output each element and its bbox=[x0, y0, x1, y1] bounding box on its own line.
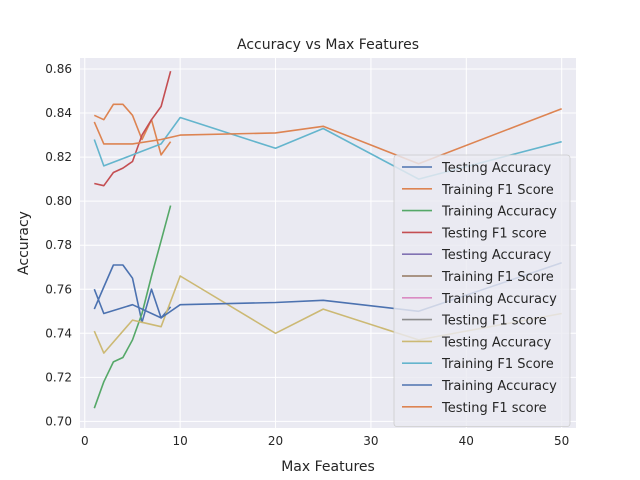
x-tick-label: 40 bbox=[459, 434, 474, 448]
series-line bbox=[93, 103, 172, 156]
chart-title: Accuracy vs Max Features bbox=[237, 37, 419, 53]
series-line bbox=[93, 107, 562, 165]
x-tick-label: 20 bbox=[268, 434, 283, 448]
legend-box bbox=[393, 154, 571, 428]
y-tick-label: 0.72 bbox=[45, 370, 72, 384]
tick-labels: 0 10 20 30 40 50 0.70 0.72 0.74 0.76 0.78 0.80 0.82 0… bbox=[45, 62, 569, 448]
x-tick-label: 30 bbox=[363, 434, 378, 448]
legend: Testing Accuracy Training F1 Score Trainin… bbox=[393, 154, 571, 428]
series-line bbox=[93, 264, 172, 324]
y-axis-label: Accuracy bbox=[16, 211, 32, 275]
y-tick-label: 0.76 bbox=[45, 282, 72, 296]
series-line bbox=[94, 70, 172, 187]
series-lines bbox=[93, 70, 562, 409]
legend-entry: Training Accuracy bbox=[441, 205, 557, 220]
legend-entry: Testing F1 score bbox=[441, 314, 547, 329]
y-tick-label: 0.84 bbox=[45, 106, 72, 120]
y-tick-label: 0.82 bbox=[45, 150, 72, 164]
y-tick-label: 0.74 bbox=[45, 326, 72, 340]
legend-entry: Training F1 Score bbox=[441, 270, 554, 285]
legend-entry: Testing F1 score bbox=[441, 226, 547, 241]
y-tick-label: 0.86 bbox=[45, 62, 72, 76]
x-tick-label: 10 bbox=[173, 434, 188, 448]
legend-entry: Training Accuracy bbox=[441, 379, 557, 394]
series-line bbox=[93, 262, 562, 319]
x-tick-label: 0 bbox=[81, 434, 89, 448]
legend-entry: Training F1 Score bbox=[441, 357, 554, 372]
y-tick-label: 0.78 bbox=[45, 238, 72, 252]
x-tick-label: 50 bbox=[554, 434, 569, 448]
legend-entry: Training Accuracy bbox=[441, 292, 557, 307]
series-line bbox=[93, 205, 172, 409]
legend-entry: Testing F1 score bbox=[441, 401, 547, 416]
legend-entry: Testing Accuracy bbox=[441, 335, 551, 350]
series-line bbox=[93, 275, 562, 354]
legend-entry: Training F1 Score bbox=[441, 183, 554, 198]
y-tick-label: 0.80 bbox=[45, 194, 72, 208]
y-tick-label: 0.70 bbox=[45, 414, 72, 428]
legend-entry: Testing Accuracy bbox=[441, 161, 551, 176]
x-axis-label: Max Features bbox=[281, 459, 375, 475]
series-line bbox=[93, 116, 562, 180]
legend-entry: Testing Accuracy bbox=[441, 248, 551, 263]
